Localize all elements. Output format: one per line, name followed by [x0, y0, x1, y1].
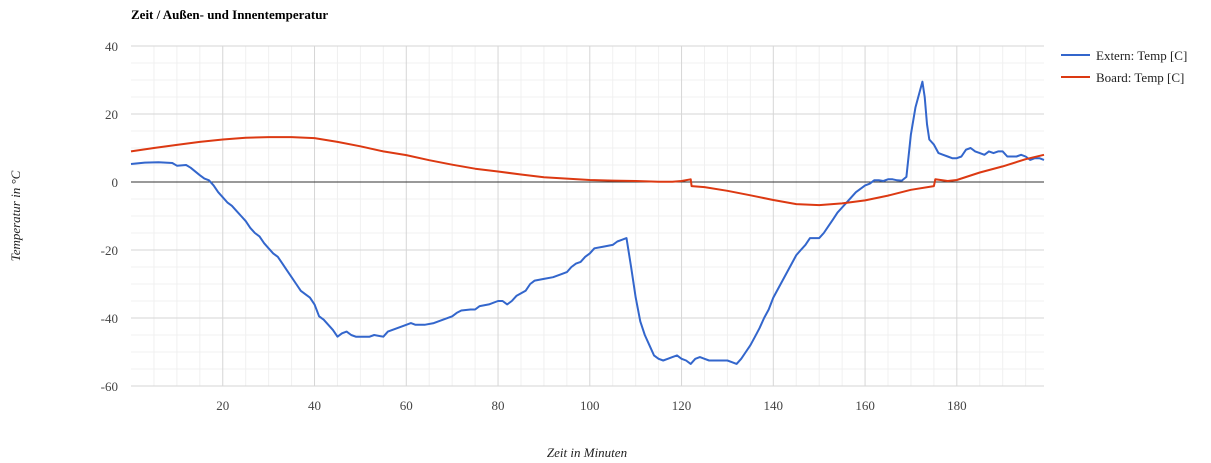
- legend-label: Board: Temp [C]: [1096, 70, 1184, 85]
- x-axis-ticks: 20 40 60 80 100 120 140 160 180: [216, 398, 966, 413]
- y-tick-label: 20: [105, 107, 118, 122]
- minor-gridlines: [131, 46, 1044, 386]
- y-axis-ticks: 40 20 0 -20 -40 -60: [101, 39, 118, 394]
- x-tick-label: 180: [947, 398, 967, 413]
- legend-label: Extern: Temp [C]: [1096, 48, 1187, 63]
- y-axis-title: Temperatur in °C: [8, 170, 23, 261]
- x-tick-label: 40: [308, 398, 321, 413]
- y-tick-label: -60: [101, 379, 118, 394]
- series-line-board-temp: [130, 136, 1045, 207]
- x-axis-title: Zeit in Minuten: [547, 445, 627, 460]
- chart-title: Zeit / Außen- und Innentemperatur: [131, 7, 328, 22]
- x-tick-label: 140: [764, 398, 784, 413]
- x-tick-label: 120: [672, 398, 692, 413]
- series-line-extern-temp: [130, 80, 1045, 365]
- x-tick-label: 160: [855, 398, 875, 413]
- x-tick-label: 80: [492, 398, 505, 413]
- major-gridlines: [131, 45, 1044, 387]
- x-tick-label: 60: [400, 398, 413, 413]
- y-tick-label: -40: [101, 311, 118, 326]
- y-tick-label: -20: [101, 243, 118, 258]
- y-tick-label: 40: [105, 39, 118, 54]
- x-tick-label: 20: [216, 398, 229, 413]
- y-tick-label: 0: [112, 175, 119, 190]
- legend: Extern: Temp [C] Board: Temp [C]: [1061, 48, 1187, 85]
- x-tick-label: 100: [580, 398, 600, 413]
- series-lines: [130, 80, 1045, 365]
